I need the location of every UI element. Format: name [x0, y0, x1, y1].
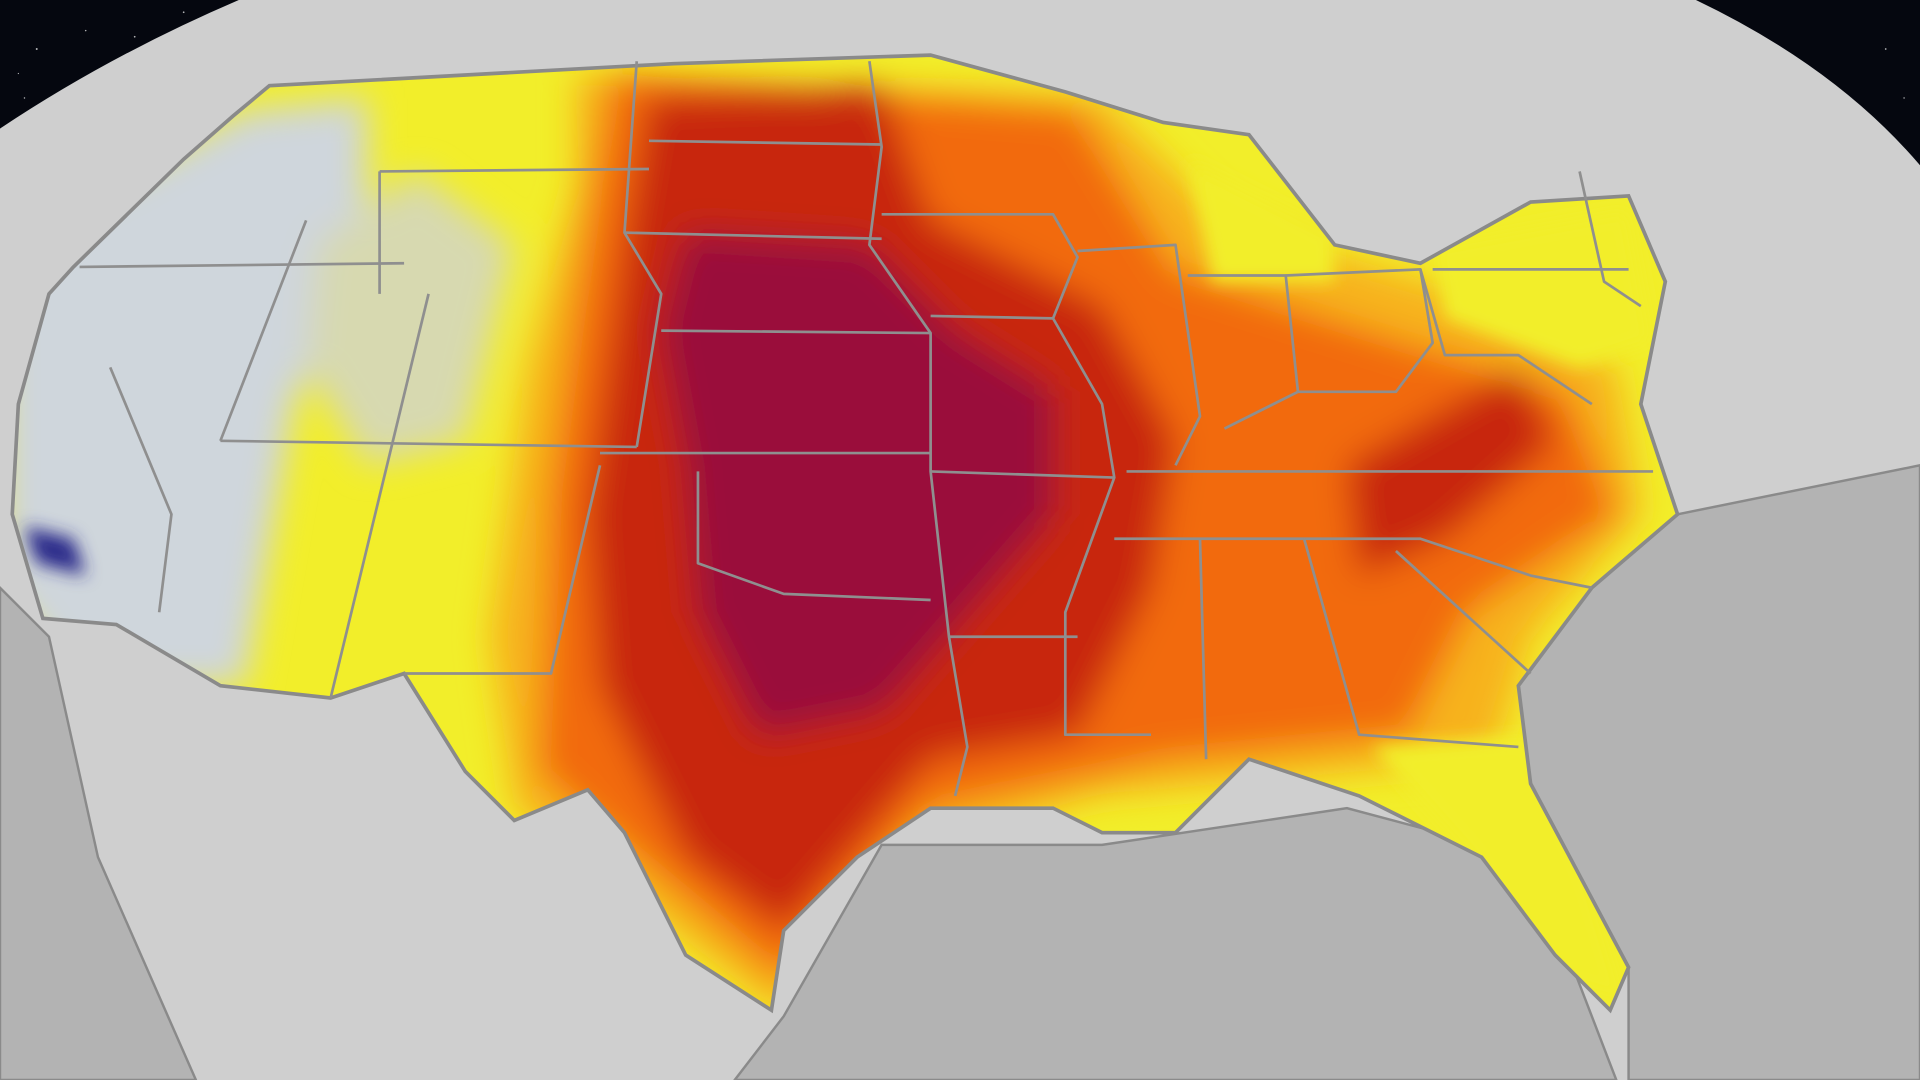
heat-maroon-core	[661, 232, 1054, 735]
ocean-gulf	[733, 806, 1618, 1080]
heat-cool-dark-spots	[24, 526, 86, 576]
state-borders	[79, 61, 1654, 797]
heat-cool-rockies	[306, 171, 515, 466]
heat-yellow-florida	[1371, 734, 1629, 1005]
space-background	[0, 0, 1920, 166]
conus-heat-map	[10, 53, 1680, 1013]
ocean-pacific	[0, 586, 198, 1080]
heat-yellow-michigan	[1187, 159, 1335, 282]
stars	[17, 11, 1905, 99]
